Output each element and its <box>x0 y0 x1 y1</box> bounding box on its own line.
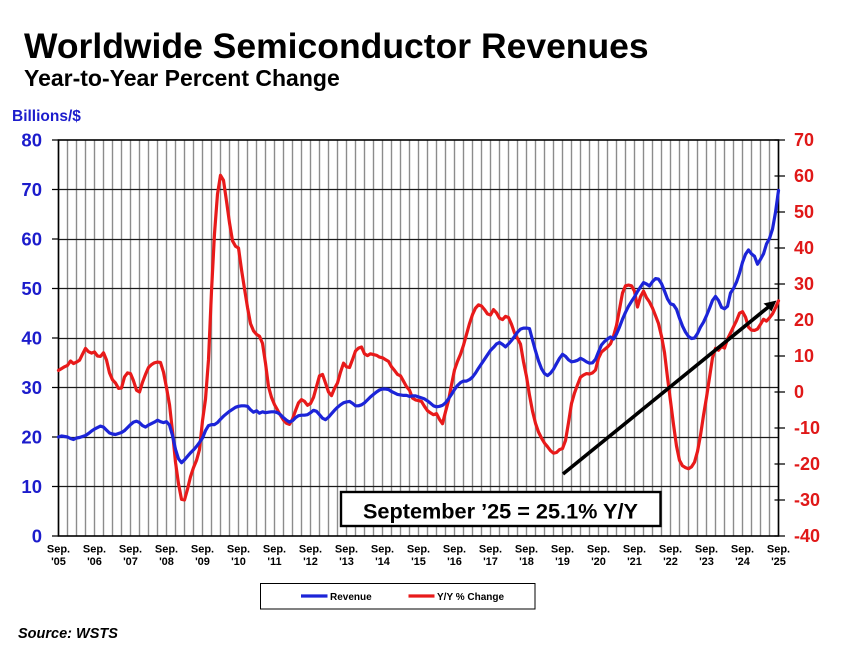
svg-text:Sep.: Sep. <box>695 544 718 556</box>
svg-text:40: 40 <box>21 328 42 349</box>
svg-text:Worldwide Semiconductor Revenu: Worldwide Semiconductor Revenues <box>24 26 649 66</box>
svg-text:'15: '15 <box>411 556 426 568</box>
svg-text:Sep.: Sep. <box>731 544 754 556</box>
svg-text:Sep.: Sep. <box>227 544 250 556</box>
svg-text:30: 30 <box>21 377 42 398</box>
svg-text:Sep.: Sep. <box>551 544 574 556</box>
svg-text:Sep.: Sep. <box>443 544 466 556</box>
svg-text:20: 20 <box>794 310 814 330</box>
svg-text:September ’25 = 25.1% Y/Y: September ’25 = 25.1% Y/Y <box>363 499 639 524</box>
svg-text:Sep.: Sep. <box>479 544 502 556</box>
svg-text:0: 0 <box>794 382 804 402</box>
svg-text:Sep.: Sep. <box>515 544 538 556</box>
svg-text:Sep.: Sep. <box>407 544 430 556</box>
svg-text:Sep.: Sep. <box>263 544 286 556</box>
svg-text:60: 60 <box>794 166 814 186</box>
svg-text:Sep.: Sep. <box>155 544 178 556</box>
svg-text:'17: '17 <box>483 556 498 568</box>
svg-text:Sep.: Sep. <box>587 544 610 556</box>
svg-text:'21: '21 <box>627 556 642 568</box>
svg-text:'22: '22 <box>663 556 678 568</box>
svg-text:50: 50 <box>21 278 42 299</box>
svg-text:70: 70 <box>21 179 42 200</box>
svg-text:'10: '10 <box>231 556 246 568</box>
svg-text:Sep.: Sep. <box>299 544 322 556</box>
svg-text:'24: '24 <box>735 556 751 568</box>
svg-text:0: 0 <box>32 526 42 547</box>
svg-text:Source: WSTS: Source: WSTS <box>18 626 118 642</box>
svg-text:30: 30 <box>794 274 814 294</box>
svg-text:'19: '19 <box>555 556 570 568</box>
svg-text:'18: '18 <box>519 556 534 568</box>
svg-text:50: 50 <box>794 202 814 222</box>
svg-text:40: 40 <box>794 238 814 258</box>
svg-text:Sep.: Sep. <box>623 544 646 556</box>
svg-text:Sep.: Sep. <box>767 544 790 556</box>
svg-text:'23: '23 <box>699 556 714 568</box>
svg-text:Sep.: Sep. <box>119 544 142 556</box>
svg-text:'07: '07 <box>123 556 138 568</box>
svg-text:'14: '14 <box>375 556 391 568</box>
svg-text:'06: '06 <box>87 556 102 568</box>
svg-text:10: 10 <box>21 476 42 497</box>
svg-text:Billions/$: Billions/$ <box>12 108 81 125</box>
svg-text:Sep.: Sep. <box>83 544 106 556</box>
svg-text:'12: '12 <box>303 556 318 568</box>
svg-text:'11: '11 <box>267 556 281 568</box>
svg-text:'05: '05 <box>51 556 66 568</box>
svg-text:'16: '16 <box>447 556 462 568</box>
svg-text:Y/Y % Change: Y/Y % Change <box>437 592 504 603</box>
svg-text:20: 20 <box>21 427 42 448</box>
svg-text:-30: -30 <box>794 490 820 510</box>
svg-text:'09: '09 <box>195 556 210 568</box>
svg-text:'08: '08 <box>159 556 174 568</box>
svg-text:60: 60 <box>21 229 42 250</box>
svg-text:70: 70 <box>794 130 814 150</box>
svg-text:'13: '13 <box>339 556 354 568</box>
svg-text:Sep.: Sep. <box>47 544 70 556</box>
svg-text:Year-to-Year Percent Change: Year-to-Year Percent Change <box>24 65 340 91</box>
svg-text:'20: '20 <box>591 556 606 568</box>
svg-text:80: 80 <box>21 130 42 151</box>
svg-text:-10: -10 <box>794 418 820 438</box>
svg-text:Sep.: Sep. <box>659 544 682 556</box>
svg-text:10: 10 <box>794 346 814 366</box>
svg-text:-40: -40 <box>794 526 820 546</box>
svg-text:'25: '25 <box>771 556 786 568</box>
svg-text:Sep.: Sep. <box>191 544 214 556</box>
svg-text:Sep.: Sep. <box>371 544 394 556</box>
svg-text:Revenue: Revenue <box>330 592 372 603</box>
svg-text:Sep.: Sep. <box>335 544 358 556</box>
svg-text:-20: -20 <box>794 454 820 474</box>
